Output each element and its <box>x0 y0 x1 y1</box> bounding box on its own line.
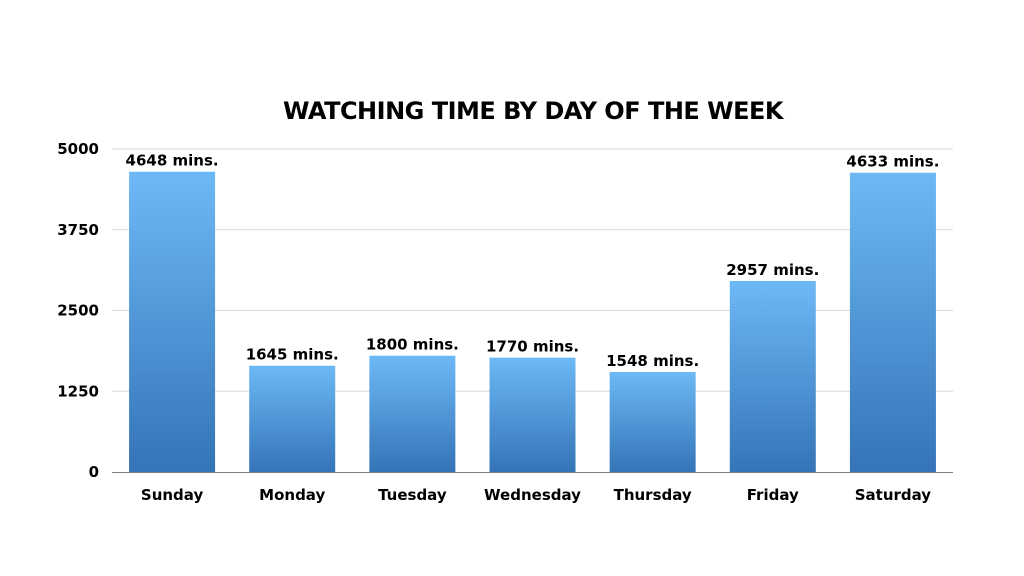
y-axis-ticks: 0 1250 2500 3750 5000 <box>57 140 99 481</box>
x-tick-label-saturday: Saturday <box>855 486 932 504</box>
bar-sunday <box>129 171 216 472</box>
y-tick-label: 2500 <box>57 302 99 320</box>
data-label-sunday: 4648 mins. <box>126 152 219 170</box>
x-tick-label-thursday: Thursday <box>614 486 692 504</box>
y-tick-label: 0 <box>89 463 99 481</box>
bar-saturday <box>849 172 936 473</box>
data-label-thursday: 1548 mins. <box>606 352 699 370</box>
x-tick-label-monday: Monday <box>259 486 325 504</box>
y-tick-label: 5000 <box>57 140 99 158</box>
data-label-friday: 2957 mins. <box>726 261 819 279</box>
bar-thursday <box>609 371 696 472</box>
bar-friday <box>729 280 816 472</box>
bar-wednesday <box>489 357 576 472</box>
bars <box>129 171 936 473</box>
data-label-wednesday: 1770 mins. <box>486 338 579 356</box>
x-tick-label-sunday: Sunday <box>141 486 204 504</box>
data-labels: 4648 mins. 1645 mins. 1800 mins. 1770 mins.… <box>126 152 940 370</box>
bar-monday <box>249 365 336 472</box>
y-tick-label: 1250 <box>57 382 99 400</box>
bar-tuesday <box>369 355 456 472</box>
x-tick-label-friday: Friday <box>747 486 799 504</box>
x-tick-label-wednesday: Wednesday <box>484 486 581 504</box>
data-label-tuesday: 1800 mins. <box>366 336 459 354</box>
y-tick-label: 3750 <box>57 221 99 239</box>
data-label-saturday: 4633 mins. <box>846 153 939 171</box>
x-tick-label-tuesday: Tuesday <box>378 486 447 504</box>
chart-title: WATCHING TIME BY DAY OF THE WEEK <box>283 97 785 125</box>
x-axis-ticks: Sunday Monday Tuesday Wednesday Thursday Frid… <box>141 486 931 504</box>
data-label-monday: 1645 mins. <box>246 346 339 364</box>
